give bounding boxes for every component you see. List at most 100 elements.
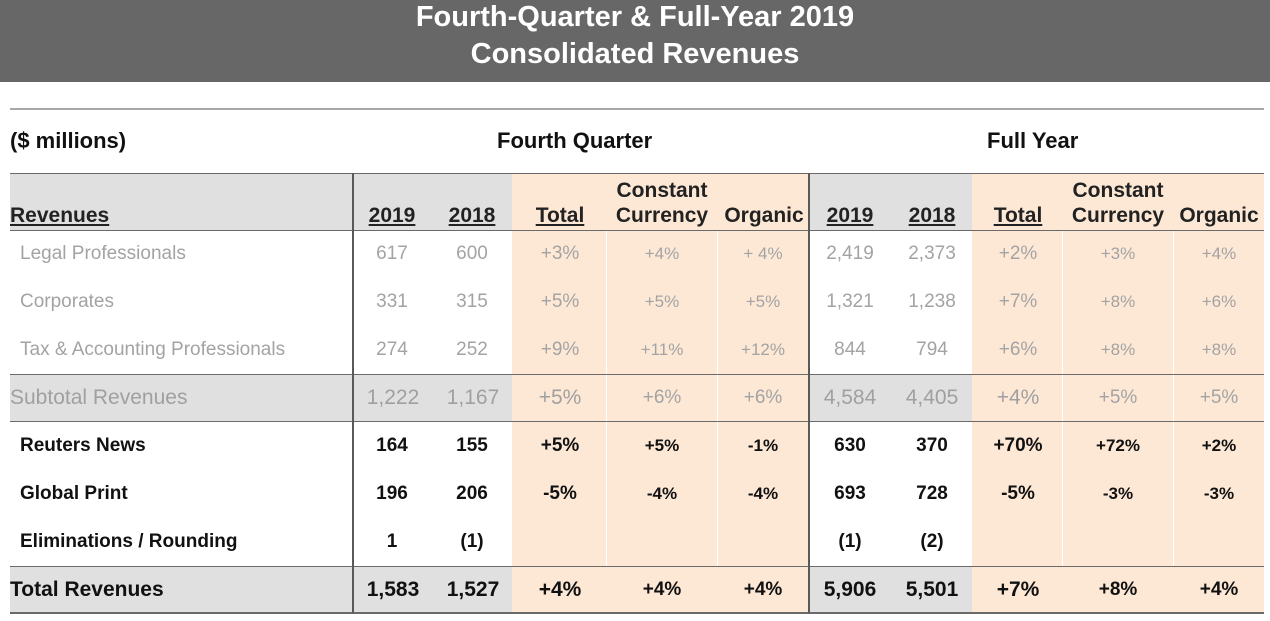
table-cell: +8% bbox=[1098, 579, 1138, 600]
header-bottom-rule bbox=[10, 230, 1264, 231]
table-cell: +4% bbox=[996, 386, 1040, 409]
row-label: Eliminations / Rounding bbox=[20, 531, 238, 552]
table-cell: 600 bbox=[456, 243, 488, 264]
table-cell: 794 bbox=[916, 339, 948, 360]
table-cell: +12% bbox=[741, 340, 785, 359]
table-cell: 331 bbox=[376, 291, 408, 312]
table-cell: +2% bbox=[1201, 436, 1237, 455]
col-revenues: Revenues bbox=[10, 204, 110, 227]
col-fy-organic: Organic bbox=[1179, 204, 1259, 227]
table-cell: 252 bbox=[456, 339, 488, 360]
table-cell: 1,238 bbox=[908, 291, 956, 312]
table-cell: 1 bbox=[386, 531, 398, 552]
table-cell: +5% bbox=[644, 292, 680, 311]
subtotal-row-shade-left bbox=[10, 374, 512, 421]
vertical-rule bbox=[808, 173, 810, 613]
table-cell: +3% bbox=[1100, 244, 1136, 263]
table-cell: 2,373 bbox=[908, 243, 956, 264]
table-cell: +70% bbox=[993, 435, 1043, 456]
fy-years-header-shade bbox=[810, 173, 972, 230]
subtotal-top-rule bbox=[10, 374, 1264, 375]
table-cell: 1,167 bbox=[446, 386, 500, 409]
col-q-organic: Organic bbox=[724, 204, 804, 227]
table-cell: +6% bbox=[642, 387, 682, 408]
divider bbox=[1173, 230, 1174, 566]
table-cell: +8% bbox=[1100, 292, 1136, 311]
page-subtitle: Consolidated Revenues bbox=[470, 38, 800, 70]
table-cell: 1,583 bbox=[366, 578, 420, 601]
table-bottom-rule bbox=[10, 612, 1264, 614]
units-label: ($ millions) bbox=[10, 128, 127, 153]
col-fy-2019: 2019 bbox=[826, 204, 874, 227]
vertical-rule bbox=[352, 173, 354, 613]
table-cell: 164 bbox=[376, 435, 408, 456]
table-cell: -3% bbox=[1102, 484, 1134, 503]
total-row-shade-left bbox=[10, 566, 512, 613]
col-fy-total: Total bbox=[993, 204, 1043, 227]
col-fy-cc-line1: Constant bbox=[1072, 179, 1164, 202]
table-cell: +4% bbox=[1201, 244, 1237, 263]
label-header-shade bbox=[10, 173, 352, 230]
table-top-rule bbox=[10, 173, 1264, 174]
row-label: Global Print bbox=[20, 483, 128, 504]
q-years-header-shade bbox=[354, 173, 512, 230]
title-bar: Fourth-Quarter & Full-Year 2019 Consolid… bbox=[0, 0, 1270, 82]
table-cell: 844 bbox=[834, 339, 866, 360]
table-cell: (2) bbox=[920, 531, 944, 552]
total-row-shade-mid bbox=[810, 566, 972, 613]
table-cell: +7% bbox=[998, 291, 1038, 312]
table-cell: +3% bbox=[540, 243, 580, 264]
table-cell: +5% bbox=[540, 291, 580, 312]
table-cell: 4,584 bbox=[823, 386, 877, 409]
table-cell: 2,419 bbox=[826, 243, 874, 264]
table-cell: 728 bbox=[916, 483, 948, 504]
table-cell: +4% bbox=[1199, 579, 1239, 600]
table-cell: 196 bbox=[376, 483, 408, 504]
table-cell: +8% bbox=[1201, 340, 1237, 359]
row-label: Legal Professionals bbox=[20, 243, 186, 264]
full-year-header: Full Year bbox=[987, 128, 1079, 153]
table-cell: 1,527 bbox=[446, 578, 500, 601]
table-cell: + 4% bbox=[743, 244, 783, 263]
col-q-2019: 2019 bbox=[368, 204, 416, 227]
table-cell: 274 bbox=[376, 339, 408, 360]
table-cell: +5% bbox=[1199, 387, 1239, 408]
table-cell: +9% bbox=[540, 339, 580, 360]
row-label: Total Revenues bbox=[10, 578, 164, 601]
table-cell: 155 bbox=[456, 435, 488, 456]
table-cell: 315 bbox=[456, 291, 488, 312]
subtotal-bottom-rule bbox=[10, 421, 1264, 422]
table-cell: -5% bbox=[1001, 483, 1035, 504]
table-cell: 5,906 bbox=[823, 578, 877, 601]
fy-change-shade bbox=[972, 173, 1264, 613]
total-top-rule bbox=[10, 566, 1264, 567]
col-q-cc-line1: Constant bbox=[616, 179, 708, 202]
col-fy-cc-line2: Currency bbox=[1071, 204, 1165, 227]
q-change-shade bbox=[512, 173, 808, 613]
row-label: Tax & Accounting Professionals bbox=[20, 339, 286, 360]
table-cell: -4% bbox=[747, 484, 779, 503]
table-cell: +6% bbox=[743, 387, 783, 408]
table-cell: +4% bbox=[743, 579, 783, 600]
table-cell: 4,405 bbox=[905, 386, 959, 409]
table-cell: +5% bbox=[540, 435, 580, 456]
col-q-cc-line2: Currency bbox=[615, 204, 709, 227]
col-fy-2018: 2018 bbox=[908, 204, 956, 227]
table-cell: (1) bbox=[460, 531, 484, 552]
table-cell: 617 bbox=[376, 243, 408, 264]
table-cell: +11% bbox=[640, 340, 684, 359]
table-cell: +4% bbox=[644, 244, 680, 263]
table-cell: 630 bbox=[834, 435, 866, 456]
table-cell: +2% bbox=[998, 243, 1038, 264]
table-cell: +8% bbox=[1100, 340, 1136, 359]
top-divider bbox=[10, 108, 1264, 110]
table-cell: -1% bbox=[747, 436, 779, 455]
table-cell: -5% bbox=[543, 483, 577, 504]
divider bbox=[717, 230, 718, 566]
table-cell: 1,222 bbox=[366, 386, 420, 409]
fourth-quarter-header: Fourth Quarter bbox=[497, 128, 653, 153]
page-title: Fourth-Quarter & Full-Year 2019 bbox=[415, 1, 855, 33]
table-cell: -4% bbox=[646, 484, 678, 503]
divider bbox=[1062, 230, 1063, 566]
table-cell: +6% bbox=[998, 339, 1038, 360]
